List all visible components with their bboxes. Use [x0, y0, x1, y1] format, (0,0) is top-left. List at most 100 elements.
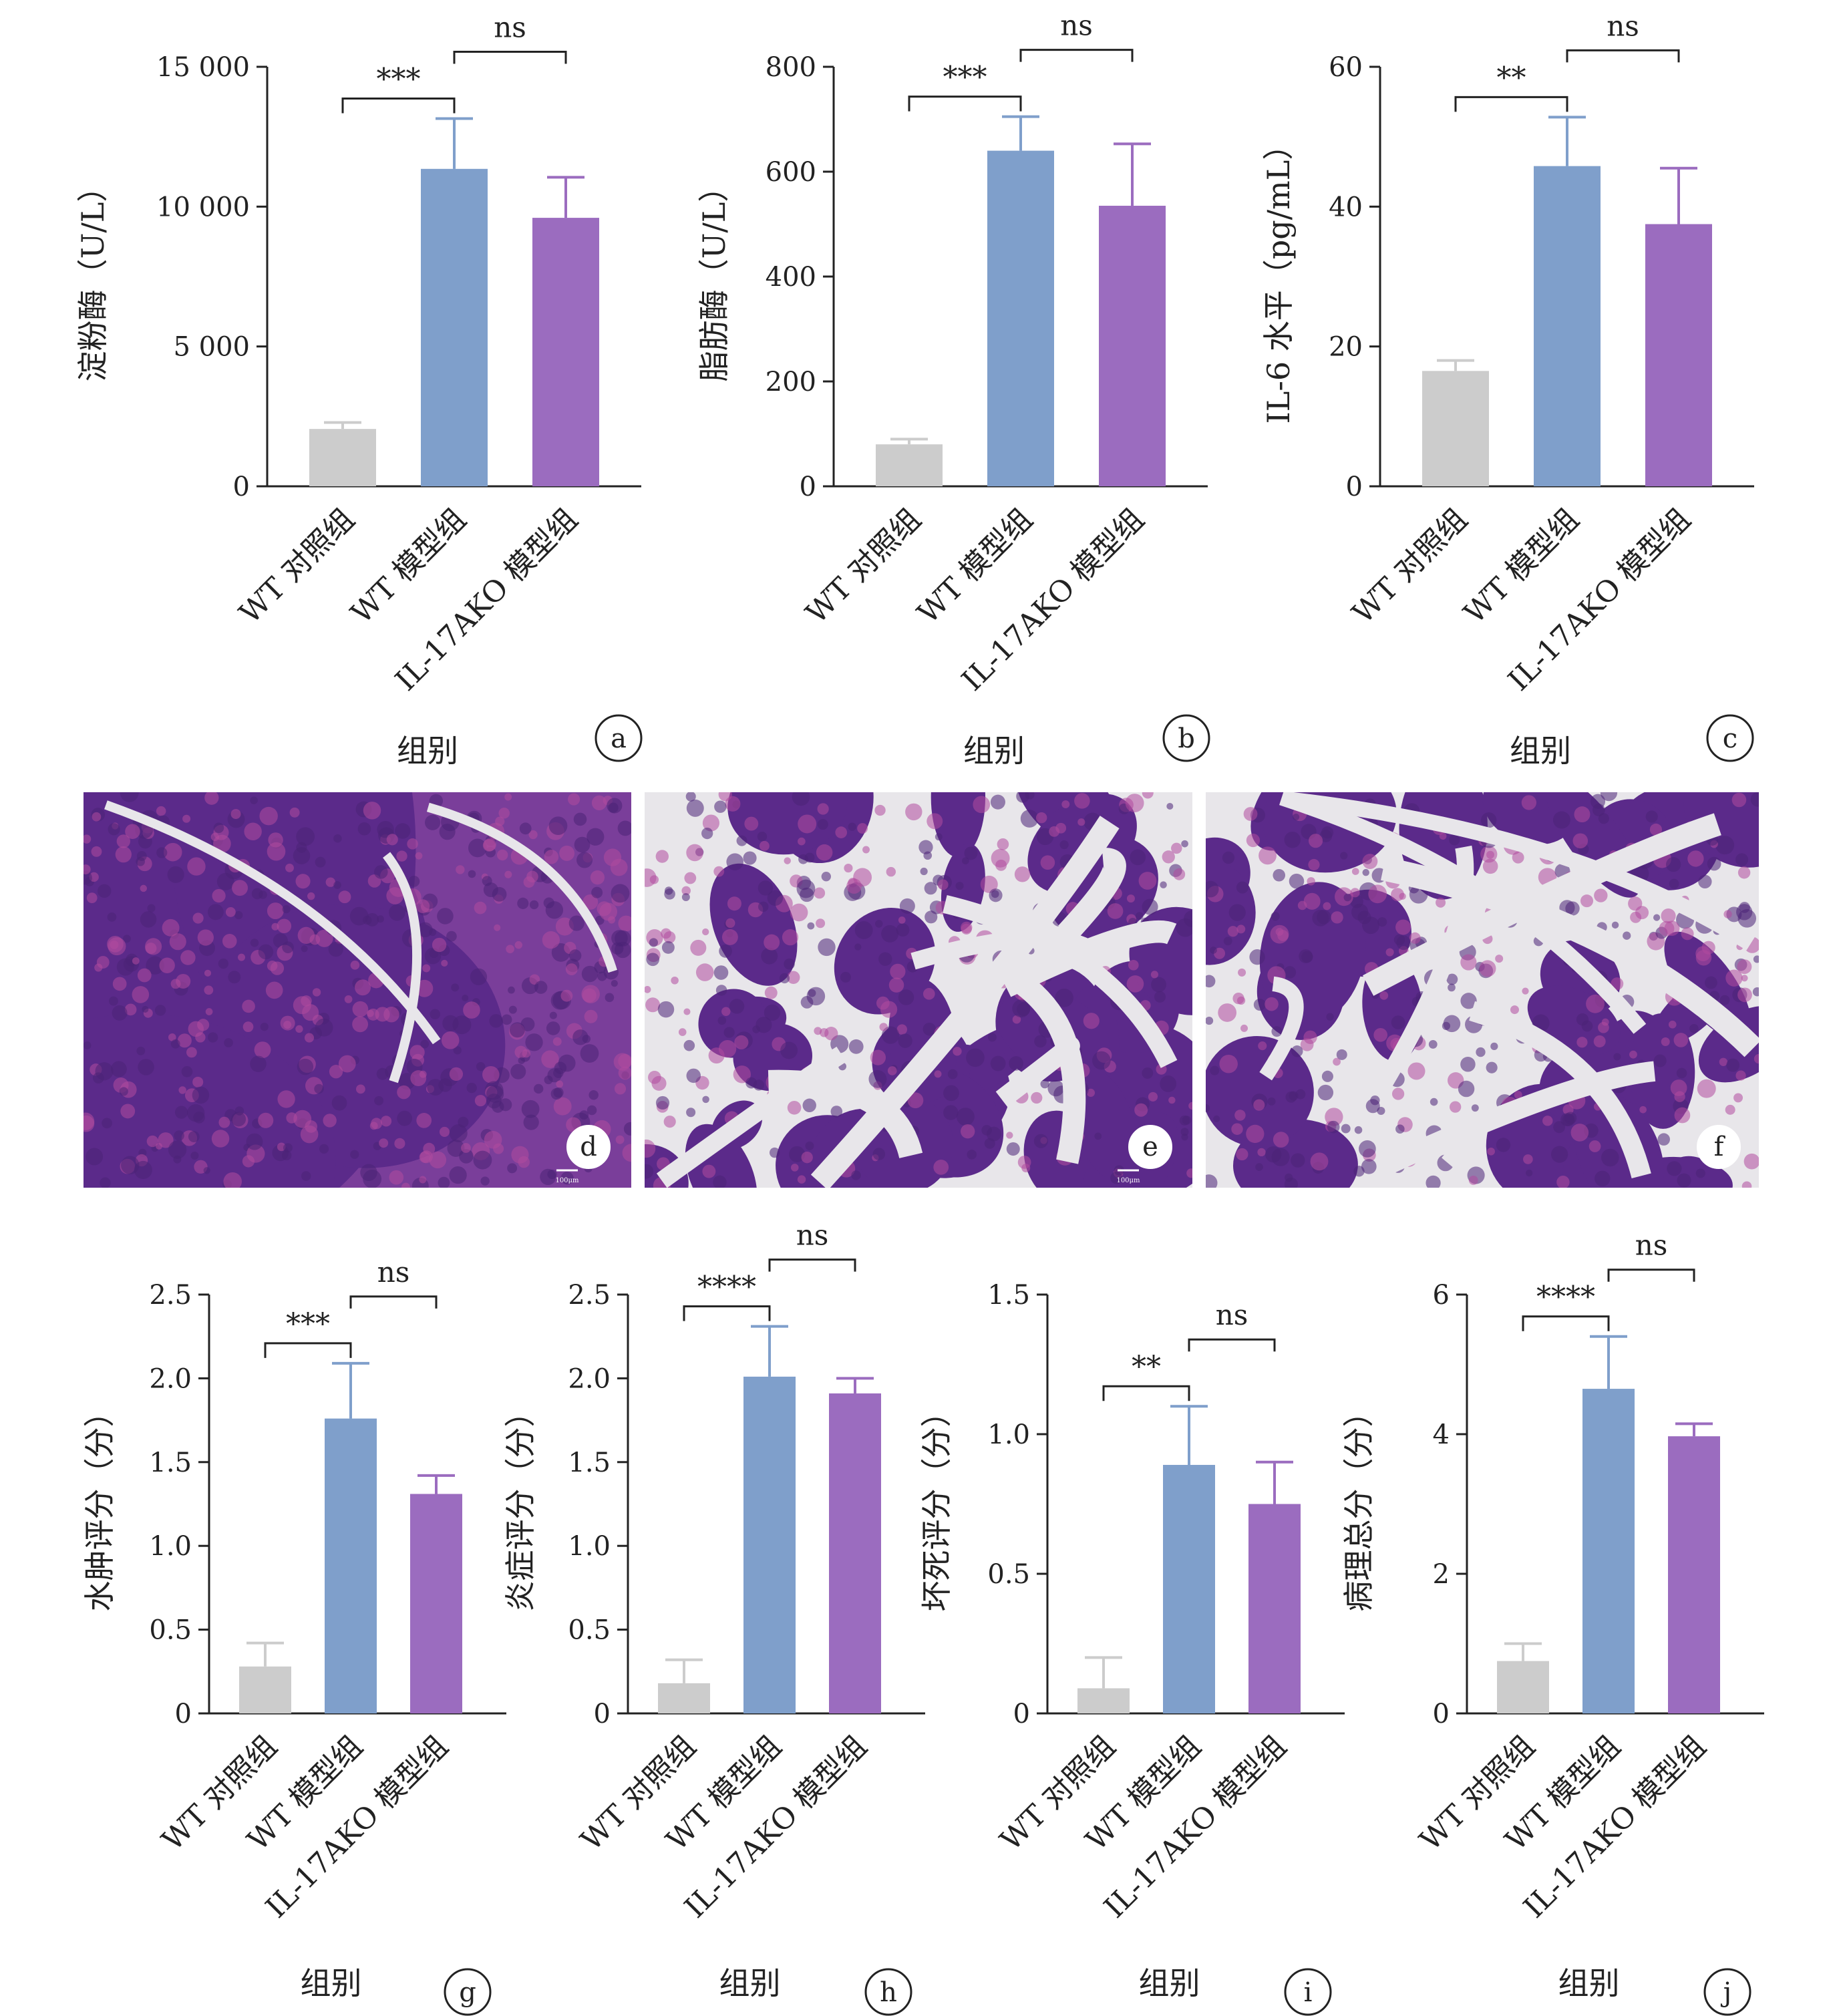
acinar-cell [542, 931, 560, 949]
acinar-cell [582, 988, 597, 1003]
acinar-cell [990, 1055, 1006, 1071]
acinar-cell [225, 906, 236, 917]
acinar-cell [1291, 1045, 1303, 1057]
acinar-cell [315, 856, 326, 868]
acinar-cell [753, 1079, 765, 1091]
acinar-cell [615, 1135, 625, 1144]
acinar-cell [1232, 993, 1244, 1005]
tissue-lobule [1069, 1067, 1139, 1182]
significance-label: ** [1132, 1350, 1161, 1384]
acinar-cell [277, 1090, 295, 1108]
acinar-cell [1107, 903, 1124, 919]
acinar-cell [507, 1163, 518, 1174]
acinar-cell [192, 1086, 210, 1104]
acinar-cell [1551, 1146, 1568, 1163]
acinar-cell [1361, 1158, 1377, 1174]
acinar-cell [1142, 898, 1158, 915]
tissue-septum [104, 800, 441, 1045]
acinar-cell [645, 868, 657, 887]
acinar-cell [1523, 1154, 1533, 1164]
acinar-cell [474, 901, 487, 914]
acinar-cell [132, 957, 140, 965]
acinar-cell [192, 912, 204, 924]
acinar-cell [726, 853, 744, 871]
acinar-cell [174, 1106, 188, 1119]
acinar-cell [1574, 806, 1591, 823]
acinar-cell [924, 882, 937, 895]
bar-2 [743, 1376, 796, 1713]
acinar-cell [890, 963, 906, 980]
acinar-cell [301, 1171, 311, 1181]
acinar-cell [733, 1065, 751, 1083]
acinar-cell [544, 850, 559, 864]
acinar-cell [1674, 1091, 1685, 1102]
acinar-cell [1395, 919, 1411, 935]
acinar-cell [1510, 1005, 1519, 1015]
panel-label: g [459, 1977, 476, 2008]
acinar-cell [784, 857, 791, 864]
acinar-cell [1236, 1148, 1248, 1161]
acinar-cell [816, 844, 833, 861]
acinar-cell [1259, 846, 1277, 865]
acinar-cell [1486, 850, 1494, 859]
y-tick-label: 15 000 [156, 52, 250, 83]
y-tick-label: 2.0 [568, 1363, 611, 1394]
acinar-cell [1253, 1099, 1265, 1111]
acinar-cell [142, 1005, 149, 1013]
bar-1 [309, 429, 376, 486]
acinar-cell [923, 987, 935, 1000]
acinar-cell [1649, 823, 1663, 836]
acinar-cell [1592, 804, 1605, 816]
acinar-cell [1180, 1128, 1189, 1136]
acinar-cell [1049, 826, 1060, 837]
acinar-cell [190, 1152, 199, 1160]
acinar-cell [725, 796, 741, 812]
acinar-cell [1409, 932, 1421, 944]
acinar-cell [1293, 813, 1300, 821]
acinar-cell [1695, 950, 1712, 966]
acinar-cell [801, 1152, 813, 1164]
acinar-cell [205, 1008, 213, 1015]
acinar-cell [267, 842, 286, 861]
acinar-cell [798, 837, 806, 846]
acinar-cell [1611, 921, 1619, 929]
acinar-cell [898, 989, 914, 1005]
acinar-cell [1303, 1030, 1317, 1044]
acinar-cell [1271, 1026, 1283, 1037]
acinar-cell [315, 1018, 333, 1037]
acinar-cell [955, 882, 964, 890]
acinar-cell [281, 1150, 292, 1161]
acinar-cell [377, 820, 394, 838]
acinar-cell [549, 1011, 557, 1019]
acinar-cell [534, 981, 548, 994]
acinar-cell [1160, 881, 1167, 888]
bar-3 [1099, 206, 1166, 486]
acinar-cell [1698, 874, 1712, 889]
panel-label: f [1714, 1132, 1726, 1162]
acinar-cell [158, 1132, 174, 1148]
acinar-cell [925, 910, 938, 924]
significance-bracket [349, 1295, 438, 1309]
acinar-cell [1014, 866, 1031, 882]
x-category-label: IL-17AKO 模型组 [955, 502, 1151, 698]
significance-bracket [768, 1258, 856, 1272]
acinar-cell [270, 961, 285, 975]
y-tick-label: 5 000 [173, 332, 250, 363]
acinar-cell [250, 1055, 267, 1072]
panel-label: a [611, 723, 627, 754]
bar-3 [1668, 1436, 1720, 1713]
acinar-cell [132, 986, 150, 1003]
acinar-cell [870, 1049, 886, 1065]
acinar-cell [419, 1176, 427, 1184]
acinar-cell [935, 833, 943, 841]
panel-label-circle [1128, 1125, 1172, 1169]
acinar-cell [1257, 1148, 1266, 1157]
acinar-cell [798, 854, 808, 864]
acinar-cell [1031, 1091, 1043, 1104]
acinar-cell [1752, 987, 1759, 997]
acinar-cell [386, 834, 398, 846]
acinar-cell [782, 929, 799, 946]
acinar-cell [429, 1151, 447, 1169]
acinar-cell [147, 904, 156, 912]
acinar-cell [1482, 858, 1498, 874]
